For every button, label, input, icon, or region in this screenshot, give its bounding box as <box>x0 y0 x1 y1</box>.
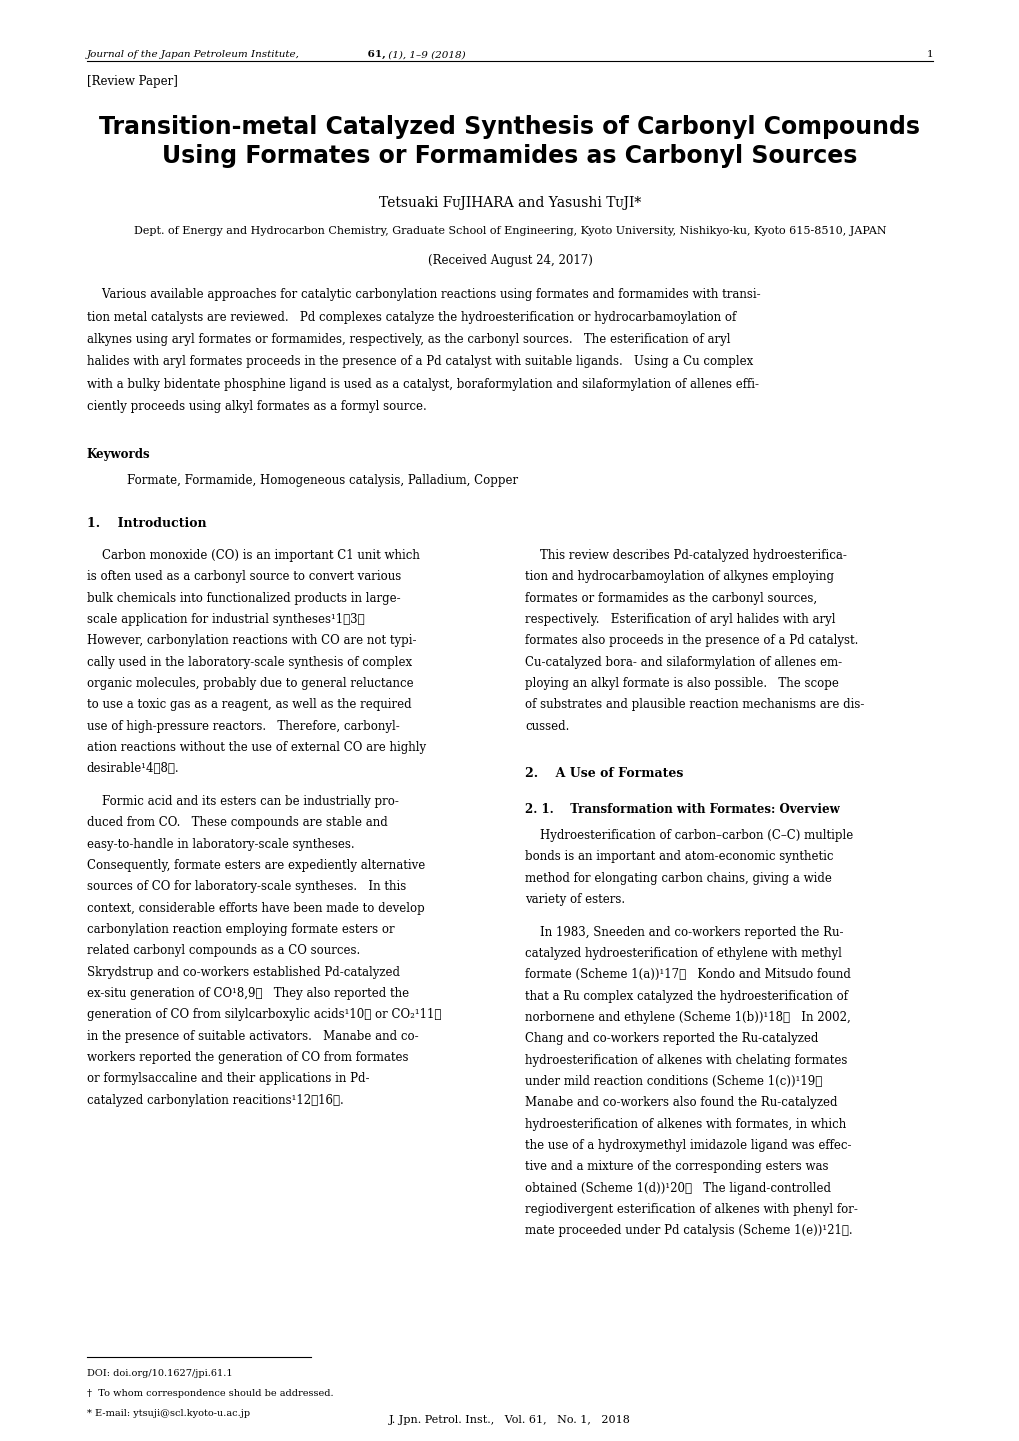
Text: workers reported the generation of CO from formates: workers reported the generation of CO fr… <box>87 1050 408 1063</box>
Text: in the presence of suitable activators.   Manabe and co-: in the presence of suitable activators. … <box>87 1030 418 1043</box>
Text: halides with aryl formates proceeds in the presence of a Pd catalyst with suitab: halides with aryl formates proceeds in t… <box>87 356 752 369</box>
Text: [Review Paper]: [Review Paper] <box>87 75 177 88</box>
Text: under mild reaction conditions (Scheme 1(c))¹19．: under mild reaction conditions (Scheme 1… <box>525 1075 821 1088</box>
Text: organic molecules, probably due to general reluctance: organic molecules, probably due to gener… <box>87 677 413 690</box>
Text: or formylsaccaline and their applications in Pd-: or formylsaccaline and their application… <box>87 1072 369 1085</box>
Text: formates or formamides as the carbonyl sources,: formates or formamides as the carbonyl s… <box>525 592 816 605</box>
Text: ation reactions without the use of external CO are highly: ation reactions without the use of exter… <box>87 741 425 754</box>
Text: use of high-pressure reactors.   Therefore, carbonyl-: use of high-pressure reactors. Therefore… <box>87 719 399 732</box>
Text: generation of CO from silylcarboxylic acids¹10． or CO₂¹11．: generation of CO from silylcarboxylic ac… <box>87 1009 440 1022</box>
Text: cussed.: cussed. <box>525 719 570 732</box>
Text: related carbonyl compounds as a CO sources.: related carbonyl compounds as a CO sourc… <box>87 944 360 957</box>
Text: * E-mail: ytsuji@scl.kyoto-u.ac.jp: * E-mail: ytsuji@scl.kyoto-u.ac.jp <box>87 1409 250 1418</box>
Text: scale application for industrial syntheses¹1～3．: scale application for industrial synthes… <box>87 612 364 625</box>
Text: catalyzed hydroesterification of ethylene with methyl: catalyzed hydroesterification of ethylen… <box>525 947 842 960</box>
Text: Carbon monoxide (CO) is an important C1 unit which: Carbon monoxide (CO) is an important C1 … <box>87 549 419 562</box>
Text: In 1983, Sneeden and co-workers reported the Ru-: In 1983, Sneeden and co-workers reported… <box>525 925 843 938</box>
Text: duced from CO.   These compounds are stable and: duced from CO. These compounds are stabl… <box>87 817 387 830</box>
Text: easy-to-handle in laboratory-scale syntheses.: easy-to-handle in laboratory-scale synth… <box>87 837 354 850</box>
Text: (Received August 24, 2017): (Received August 24, 2017) <box>427 254 592 267</box>
Text: context, considerable efforts have been made to develop: context, considerable efforts have been … <box>87 902 424 915</box>
Text: regiodivergent esterification of alkenes with phenyl for-: regiodivergent esterification of alkenes… <box>525 1203 857 1216</box>
Text: is often used as a carbonyl source to convert various: is often used as a carbonyl source to co… <box>87 571 400 584</box>
Text: ploying an alkyl formate is also possible.   The scope: ploying an alkyl formate is also possibl… <box>525 677 839 690</box>
Text: of substrates and plausible reaction mechanisms are dis-: of substrates and plausible reaction mec… <box>525 699 864 712</box>
Text: 2.    A Use of Formates: 2. A Use of Formates <box>525 767 683 780</box>
Text: cally used in the laboratory-scale synthesis of complex: cally used in the laboratory-scale synth… <box>87 656 412 669</box>
Text: catalyzed carbonylation reacitions¹12～16．.: catalyzed carbonylation reacitions¹12～16… <box>87 1094 343 1107</box>
Text: Keywords: Keywords <box>87 448 150 461</box>
Text: bonds is an important and atom-economic synthetic: bonds is an important and atom-economic … <box>525 850 833 863</box>
Text: that a Ru complex catalyzed the hydroesterification of: that a Ru complex catalyzed the hydroest… <box>525 990 848 1003</box>
Text: DOI: doi.org/10.1627/jpi.61.1: DOI: doi.org/10.1627/jpi.61.1 <box>87 1369 232 1378</box>
Text: tive and a mixture of the corresponding esters was: tive and a mixture of the corresponding … <box>525 1160 828 1173</box>
Text: the use of a hydroxymethyl imidazole ligand was effec-: the use of a hydroxymethyl imidazole lig… <box>525 1138 851 1151</box>
Text: sources of CO for laboratory-scale syntheses.   In this: sources of CO for laboratory-scale synth… <box>87 880 406 893</box>
Text: tion metal catalysts are reviewed.   Pd complexes catalyze the hydroesterificati: tion metal catalysts are reviewed. Pd co… <box>87 311 736 324</box>
Text: †  To whom correspondence should be addressed.: † To whom correspondence should be addre… <box>87 1389 333 1398</box>
Text: alkynes using aryl formates or formamides, respectively, as the carbonyl sources: alkynes using aryl formates or formamide… <box>87 333 730 346</box>
Text: 2. 1.    Transformation with Formates: Overview: 2. 1. Transformation with Formates: Over… <box>525 803 840 816</box>
Text: respectively.   Esterification of aryl halides with aryl: respectively. Esterification of aryl hal… <box>525 612 835 625</box>
Text: norbornene and ethylene (Scheme 1(b))¹18．   In 2002,: norbornene and ethylene (Scheme 1(b))¹18… <box>525 1012 850 1025</box>
Text: method for elongating carbon chains, giving a wide: method for elongating carbon chains, giv… <box>525 872 832 885</box>
Text: variety of esters.: variety of esters. <box>525 893 625 906</box>
Text: ex-situ generation of CO¹8,9．   They also reported the: ex-situ generation of CO¹8,9． They also … <box>87 987 409 1000</box>
Text: J. Jpn. Petrol. Inst.,   Vol. 61,   No. 1,   2018: J. Jpn. Petrol. Inst., Vol. 61, No. 1, 2… <box>388 1415 631 1425</box>
Text: Transition-metal Catalyzed Synthesis of Carbonyl Compounds: Transition-metal Catalyzed Synthesis of … <box>100 115 919 140</box>
Text: Using Formates or Formamides as Carbonyl Sources: Using Formates or Formamides as Carbonyl… <box>162 144 857 169</box>
Text: Skrydstrup and co-workers established Pd-catalyzed: Skrydstrup and co-workers established Pd… <box>87 965 399 978</box>
Text: Journal of the Japan Petroleum Institute,: Journal of the Japan Petroleum Institute… <box>87 50 300 59</box>
Text: formate (Scheme 1(a))¹17．   Kondo and Mitsudo found: formate (Scheme 1(a))¹17． Kondo and Mits… <box>525 968 850 981</box>
Text: to use a toxic gas as a reagent, as well as the required: to use a toxic gas as a reagent, as well… <box>87 699 411 712</box>
Text: Chang and co-workers reported the Ru-catalyzed: Chang and co-workers reported the Ru-cat… <box>525 1032 818 1045</box>
Text: 1: 1 <box>926 50 932 59</box>
Text: formates also proceeds in the presence of a Pd catalyst.: formates also proceeds in the presence o… <box>525 634 858 647</box>
Text: desirable¹4～8．.: desirable¹4～8．. <box>87 762 179 775</box>
Text: This review describes Pd-catalyzed hydroesterifica-: This review describes Pd-catalyzed hydro… <box>525 549 847 562</box>
Text: Dept. of Energy and Hydrocarbon Chemistry, Graduate School of Engineering, Kyoto: Dept. of Energy and Hydrocarbon Chemistr… <box>133 226 886 236</box>
Text: Consequently, formate esters are expediently alternative: Consequently, formate esters are expedie… <box>87 859 425 872</box>
Text: Cu-catalyzed bora- and silaformylation of allenes em-: Cu-catalyzed bora- and silaformylation o… <box>525 656 842 669</box>
Text: obtained (Scheme 1(d))¹20．   The ligand-controlled: obtained (Scheme 1(d))¹20． The ligand-co… <box>525 1182 830 1195</box>
Text: hydroesterification of alkenes with chelating formates: hydroesterification of alkenes with chel… <box>525 1053 847 1066</box>
Text: ciently proceeds using alkyl formates as a formyl source.: ciently proceeds using alkyl formates as… <box>87 401 426 414</box>
Text: Formic acid and its esters can be industrially pro-: Formic acid and its esters can be indust… <box>87 795 398 808</box>
Text: Hydroesterification of carbon–carbon (C–C) multiple: Hydroesterification of carbon–carbon (C–… <box>525 829 853 842</box>
Text: Tetsuaki FᴜJIHARA and Yasushi TᴜJI*: Tetsuaki FᴜJIHARA and Yasushi TᴜJI* <box>378 196 641 210</box>
Text: bulk chemicals into functionalized products in large-: bulk chemicals into functionalized produ… <box>87 592 399 605</box>
Text: 1.    Introduction: 1. Introduction <box>87 517 206 530</box>
Text: Various available approaches for catalytic carbonylation reactions using formate: Various available approaches for catalyt… <box>87 288 759 301</box>
Text: (1), 1–9 (2018): (1), 1–9 (2018) <box>384 50 465 59</box>
Text: 61,: 61, <box>364 50 385 59</box>
Text: However, carbonylation reactions with CO are not typi-: However, carbonylation reactions with CO… <box>87 634 416 647</box>
Text: hydroesterification of alkenes with formates, in which: hydroesterification of alkenes with form… <box>525 1118 846 1131</box>
Text: Formate, Formamide, Homogeneous catalysis, Palladium, Copper: Formate, Formamide, Homogeneous catalysi… <box>127 474 518 487</box>
Text: with a bulky bidentate phosphine ligand is used as a catalyst, boraformylation a: with a bulky bidentate phosphine ligand … <box>87 378 758 391</box>
Text: carbonylation reaction employing formate esters or: carbonylation reaction employing formate… <box>87 924 394 937</box>
Text: mate proceeded under Pd catalysis (Scheme 1(e))¹21．.: mate proceeded under Pd catalysis (Schem… <box>525 1225 852 1238</box>
Text: tion and hydrocarbamoylation of alkynes employing: tion and hydrocarbamoylation of alkynes … <box>525 571 834 584</box>
Text: Manabe and co-workers also found the Ru-catalyzed: Manabe and co-workers also found the Ru-… <box>525 1097 837 1110</box>
